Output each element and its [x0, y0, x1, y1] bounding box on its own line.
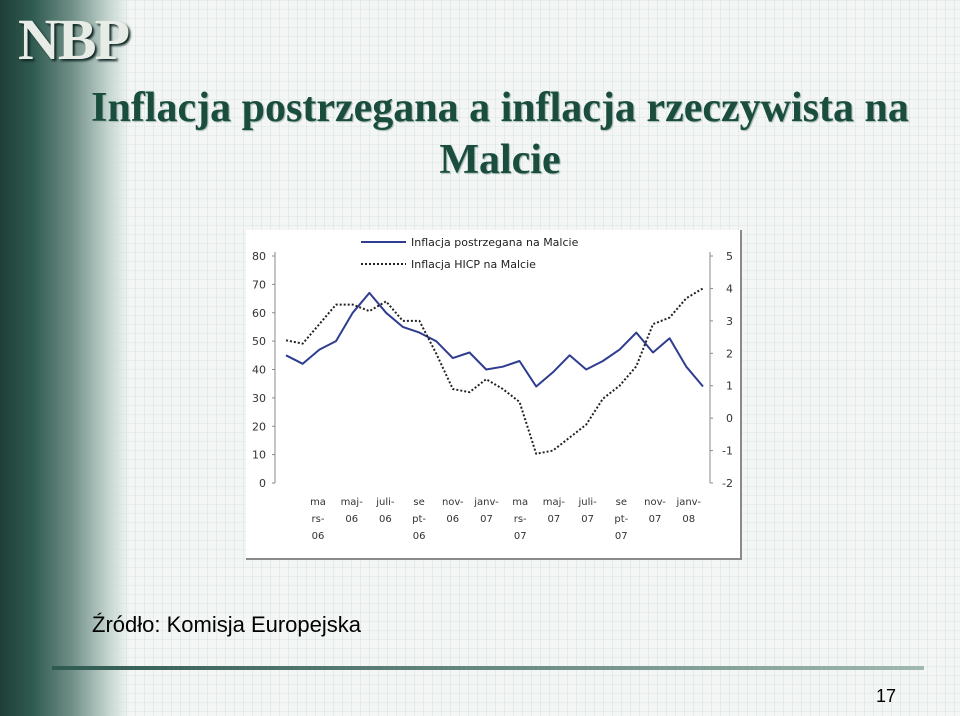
x-tick-label: ma	[512, 497, 528, 508]
right-tick-label: 4	[726, 282, 733, 295]
legend-label: Inflacja HICP na Malcie	[411, 258, 536, 271]
x-tick-label: janv-	[675, 497, 701, 508]
left-tick-label: 70	[252, 278, 266, 291]
x-tick-label: maj-	[543, 497, 566, 508]
series-line-perceived-inflation	[285, 291, 704, 388]
x-tick-label: se	[413, 497, 424, 508]
x-tick-label: 07	[548, 514, 561, 525]
x-tick-label: se	[616, 497, 627, 508]
right-tick-label: -2	[722, 477, 733, 490]
x-tick-label: juli-	[375, 497, 395, 508]
right-tick-label: 2	[726, 347, 733, 360]
left-tick-label: 10	[252, 449, 266, 462]
x-tick-label: 07	[581, 514, 594, 525]
x-tick-label: 06	[413, 531, 426, 542]
slide-title: Inflacja postrzegana a inflacja rzeczywi…	[91, 85, 909, 183]
left-decorative-band	[0, 0, 130, 716]
x-tick-label: 06	[312, 531, 325, 542]
chart-panel: 0 10 20 30 40 50 60 70 80 -2 -1 0 1 2 3 4 5 ma rs- 06 maj- 06…	[246, 230, 742, 560]
x-tick-label: 07	[480, 514, 493, 525]
inflation-line-chart: 0 10 20 30 40 50 60 70 80 -2 -1 0 1 2 3 4 5 ma rs- 06 maj- 06…	[252, 236, 733, 542]
footer-divider	[52, 666, 924, 670]
source-note: Źródło: Komisja Europejska	[92, 612, 362, 637]
x-tick-label: 07	[615, 531, 628, 542]
page-number: 17	[876, 686, 897, 706]
nbp-logo: NBP	[18, 7, 130, 72]
legend-label: Inflacja postrzegana na Malcie	[411, 236, 579, 249]
right-tick-label: 3	[726, 315, 733, 328]
x-tick-label: nov-	[644, 497, 666, 508]
x-tick-label: rs-	[514, 514, 527, 525]
right-tick-label: -1	[722, 445, 733, 458]
left-tick-label: 40	[252, 364, 266, 377]
left-tick-label: 30	[252, 392, 266, 405]
right-tick-label: 1	[726, 380, 733, 393]
left-tick-label: 50	[252, 335, 266, 348]
left-tick-label: 20	[252, 420, 266, 433]
x-tick-label: juli-	[577, 497, 597, 508]
x-tick-label: 06	[446, 514, 459, 525]
x-tick-label: 07	[649, 514, 662, 525]
x-tick-label: 06	[379, 514, 392, 525]
left-tick-label: 0	[259, 477, 266, 490]
x-tick-label: rs-	[312, 514, 325, 525]
right-tick-label: 0	[726, 412, 733, 425]
x-tick-label: nov-	[442, 497, 464, 508]
x-tick-label: 07	[514, 531, 527, 542]
left-tick-label: 80	[252, 250, 266, 263]
left-tick-label: 60	[252, 307, 266, 320]
series-line-hicp-inflation	[285, 287, 704, 455]
x-tick-label: pt-	[412, 514, 426, 525]
x-tick-label: pt-	[614, 514, 628, 525]
right-tick-label: 5	[726, 250, 733, 263]
x-tick-label: 08	[682, 514, 695, 525]
x-tick-label: maj-	[341, 497, 364, 508]
x-tick-label: ma	[310, 497, 326, 508]
x-tick-label: 06	[345, 514, 358, 525]
x-tick-label: janv-	[473, 497, 499, 508]
